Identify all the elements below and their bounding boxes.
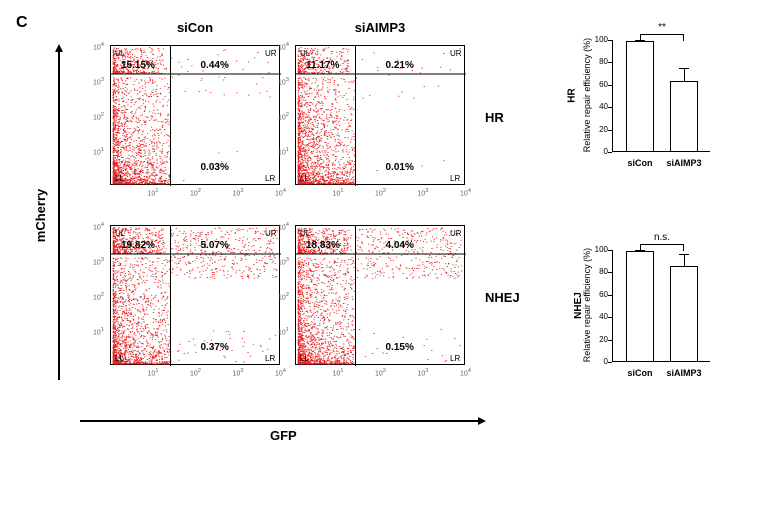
- quad-label-ur: UR: [450, 229, 462, 238]
- y-log-tick: 104: [93, 42, 104, 51]
- row-label-nhej: NHEJ: [485, 290, 520, 305]
- pct-lr: 0.03%: [201, 162, 229, 173]
- bar-xlabel: siAIMP3: [664, 368, 704, 378]
- x-log-tick: 103: [418, 368, 429, 377]
- y-log-tick: 104: [93, 222, 104, 231]
- panel-label: C: [16, 14, 28, 32]
- facs-plot-nhej-sicon: ULURLLLR19.82%5.07%0.37%1011011021021031…: [110, 225, 280, 365]
- quad-label-ul: UL: [115, 49, 125, 58]
- x-log-tick: 103: [418, 188, 429, 197]
- quad-label-ll: LL: [300, 174, 309, 183]
- pct-ul: 15.15%: [121, 60, 155, 71]
- y-axis-label: mCherry: [33, 189, 48, 242]
- pct-ur: 0.44%: [201, 60, 229, 71]
- col-header-siaimp3: siAIMP3: [295, 20, 465, 35]
- y-log-tick: 102: [93, 112, 104, 121]
- facs-plot-hr-siaimp3: ULURLLLR11.17%0.21%0.01%1011011021021031…: [295, 45, 465, 185]
- quad-label-ll: LL: [300, 354, 309, 363]
- y-axis-arrow: [58, 50, 60, 380]
- bar-xlabel: siCon: [620, 158, 660, 168]
- quad-label-ll: LL: [115, 354, 124, 363]
- quad-label-ur: UR: [450, 49, 462, 58]
- quad-label-ll: LL: [115, 174, 124, 183]
- x-log-tick: 101: [333, 188, 344, 197]
- significance-label: n.s.: [640, 232, 684, 243]
- pct-ul: 18.83%: [306, 240, 340, 251]
- pct-ur: 5.07%: [201, 240, 229, 251]
- quad-label-ur: UR: [265, 49, 277, 58]
- x-axis-arrow: [80, 420, 480, 422]
- bar-siAIMP3: [670, 81, 698, 152]
- pct-lr: 0.37%: [201, 342, 229, 353]
- pct-ur: 0.21%: [386, 60, 414, 71]
- x-log-tick: 104: [460, 188, 471, 197]
- bar-siCon: [626, 41, 654, 152]
- facs-plot-nhej-siaimp3: ULURLLLR18.83%4.04%0.15%1011011021021031…: [295, 225, 465, 365]
- quad-label-ur: UR: [265, 229, 277, 238]
- y-log-tick: 101: [93, 327, 104, 336]
- bar-side-label: NHEJ: [573, 292, 584, 319]
- x-log-tick: 102: [190, 188, 201, 197]
- x-log-tick: 104: [460, 368, 471, 377]
- bar-siCon: [626, 251, 654, 362]
- y-log-tick: 103: [93, 77, 104, 86]
- quad-label-ul: UL: [300, 49, 310, 58]
- pct-ul: 11.17%: [306, 60, 339, 71]
- pct-ur: 4.04%: [386, 240, 414, 251]
- x-axis-label: GFP: [270, 428, 297, 443]
- y-log-tick: 102: [278, 112, 289, 121]
- quad-label-lr: LR: [450, 354, 460, 363]
- y-log-tick: 101: [93, 147, 104, 156]
- x-log-tick: 102: [190, 368, 201, 377]
- y-log-tick: 103: [278, 257, 289, 266]
- quad-label-ul: UL: [115, 229, 125, 238]
- y-log-tick: 102: [278, 292, 289, 301]
- x-log-tick: 103: [233, 188, 244, 197]
- bar-chart-nhej: 020406080100siConsiAIMP3Relative repair …: [570, 240, 720, 390]
- x-log-tick: 104: [275, 368, 286, 377]
- y-log-tick: 103: [93, 257, 104, 266]
- y-log-tick: 104: [278, 42, 289, 51]
- bar-xlabel: siCon: [620, 368, 660, 378]
- bar-side-label: HR: [567, 88, 578, 102]
- pct-ul: 19.82%: [121, 240, 155, 251]
- y-log-tick: 102: [93, 292, 104, 301]
- significance-bracket: [640, 34, 684, 35]
- significance-bracket: [640, 244, 684, 245]
- quad-label-lr: LR: [450, 174, 460, 183]
- x-log-tick: 101: [333, 368, 344, 377]
- bar-siAIMP3: [670, 266, 698, 362]
- x-log-tick: 101: [148, 188, 159, 197]
- x-log-tick: 103: [233, 368, 244, 377]
- pct-lr: 0.15%: [386, 342, 414, 353]
- significance-label: **: [640, 22, 684, 33]
- bar-ylabel: Relative repair efficiency (%): [582, 38, 592, 152]
- y-log-tick: 101: [278, 327, 289, 336]
- x-log-tick: 104: [275, 188, 286, 197]
- y-log-tick: 104: [278, 222, 289, 231]
- quad-label-lr: LR: [265, 174, 275, 183]
- x-log-tick: 102: [375, 188, 386, 197]
- x-log-tick: 101: [148, 368, 159, 377]
- quad-label-ul: UL: [300, 229, 310, 238]
- bar-chart-hr: 020406080100siConsiAIMP3Relative repair …: [570, 30, 720, 180]
- y-log-tick: 103: [278, 77, 289, 86]
- bar-xlabel: siAIMP3: [664, 158, 704, 168]
- y-log-tick: 101: [278, 147, 289, 156]
- x-log-tick: 102: [375, 368, 386, 377]
- quad-label-lr: LR: [265, 354, 275, 363]
- pct-lr: 0.01%: [386, 162, 414, 173]
- col-header-sicon: siCon: [110, 20, 280, 35]
- row-label-hr: HR: [485, 110, 504, 125]
- facs-plot-hr-sicon: ULURLLLR15.15%0.44%0.03%1011011021021031…: [110, 45, 280, 185]
